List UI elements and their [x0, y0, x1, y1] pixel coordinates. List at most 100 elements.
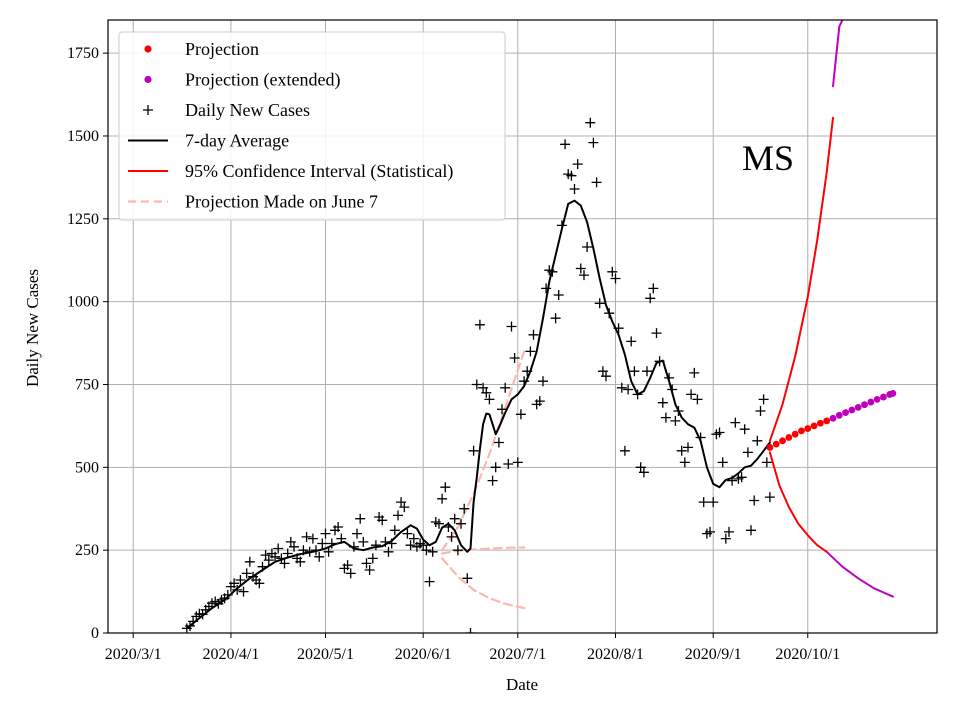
daily-case-point [755, 406, 766, 416]
daily-case-point [402, 528, 413, 539]
daily-case-point [708, 497, 719, 508]
plot-frame [107, 19, 938, 634]
x-axis-label: Date [506, 675, 538, 694]
legend-label: 95% Confidence Interval (Statistical) [185, 161, 453, 182]
daily-case-point [512, 457, 523, 468]
projection-extended-point [829, 414, 837, 422]
daily-case-point [393, 510, 403, 521]
daily-case-point [717, 457, 728, 468]
daily-case-point [323, 546, 334, 557]
x-axis-ticks: 2020/3/1 2020/4/1 2020/5/1 2020/6/1 2020/7/1… [105, 633, 840, 663]
daily-case-point [720, 533, 731, 544]
daily-case-point [550, 313, 561, 324]
daily-case-point [560, 139, 571, 150]
y-tick-label: 750 [75, 376, 99, 393]
daily-case-point [295, 556, 306, 567]
daily-case-point [421, 545, 432, 556]
daily-case-point [736, 472, 747, 483]
daily-case-point [616, 382, 627, 393]
daily-case-point [645, 293, 656, 304]
daily-case-point [610, 273, 621, 284]
daily-case-point [408, 533, 419, 544]
projection-point [810, 422, 818, 430]
daily-case-point [405, 540, 416, 551]
legend-label: 7-day Average [185, 131, 289, 151]
projection-point [772, 440, 780, 448]
daily-case-point [686, 389, 697, 400]
daily-case-point [648, 283, 659, 294]
daily-case-point [484, 394, 495, 405]
daily-case-point [241, 568, 252, 579]
y-tick-label: 500 [75, 459, 99, 476]
daily-case-point [758, 394, 769, 405]
daily-case-point [254, 578, 265, 589]
daily-case-point [569, 184, 580, 194]
daily-case-point [355, 513, 366, 524]
ci-lower-extended-line [825, 550, 894, 598]
daily-case-point [471, 379, 482, 390]
projection-extended-point [854, 403, 862, 411]
daily-case-point [307, 533, 318, 544]
legend-marker-dot [144, 45, 152, 53]
y-tick-label: 1750 [67, 45, 99, 62]
daily-case-point [764, 492, 775, 503]
daily-case-point [424, 576, 435, 587]
daily-case-point [232, 584, 243, 595]
plot-area [181, 20, 897, 633]
daily-case-point [594, 298, 605, 309]
daily-case-point [367, 553, 378, 564]
daily-case-point [683, 442, 693, 453]
projection-extended-point [889, 390, 897, 397]
ci-upper-extended-line [832, 20, 844, 88]
legend-item: Projection (extended) [144, 70, 340, 91]
projection-point [791, 430, 799, 438]
daily-case-point [462, 573, 473, 584]
daily-case-point [273, 543, 284, 554]
june7-projection-lower-line [441, 557, 526, 610]
june7-projection-mean-line [441, 546, 526, 555]
daily-case-point [301, 531, 312, 542]
daily-case-point [509, 353, 520, 363]
daily-case-point [607, 266, 618, 277]
daily-case-point [528, 329, 539, 340]
daily-case-point [575, 263, 586, 274]
y-tick-label: 1500 [67, 128, 99, 145]
daily-case-point [497, 404, 507, 415]
projection-extended-point [842, 409, 849, 417]
x-tick-label: 2020/10/1 [775, 646, 840, 663]
daily-case-point [399, 502, 410, 513]
daily-case-point [449, 513, 460, 524]
daily-case-point [434, 518, 444, 529]
daily-case-point [591, 177, 602, 188]
legend-box [118, 31, 506, 221]
legend-label: Projection Made on June 7 [185, 192, 378, 212]
ci-upper-line [768, 116, 834, 442]
daily-case-point [730, 417, 741, 428]
daily-case-point [642, 366, 652, 377]
daily-case-point [389, 525, 400, 536]
legend-label: Projection (extended) [185, 70, 340, 91]
daily-case-point [692, 394, 703, 405]
x-tick-label: 2020/8/1 [587, 646, 644, 663]
daily-case-point [752, 435, 763, 446]
daily-case-point [263, 555, 274, 566]
legend-marker-plus [143, 105, 153, 115]
y-tick-label: 1000 [67, 294, 99, 311]
daily-case-point [342, 560, 353, 571]
y-tick-label: 250 [75, 542, 99, 559]
daily-case-point [553, 290, 564, 300]
daily-case-point [670, 415, 681, 426]
projection-extended-point [861, 401, 868, 409]
daily-case-point [698, 497, 709, 508]
daily-case-point [749, 495, 760, 506]
daily-case-point [566, 170, 577, 181]
daily-case-point [361, 558, 372, 569]
daily-case-point [358, 536, 369, 547]
legend-label: Daily New Cases [185, 100, 310, 120]
daily-case-point [317, 538, 328, 549]
daily-case-point [525, 346, 536, 357]
daily-case-point [746, 525, 756, 536]
daily-case-point [493, 437, 504, 448]
x-tick-label: 2020/6/1 [395, 646, 452, 663]
